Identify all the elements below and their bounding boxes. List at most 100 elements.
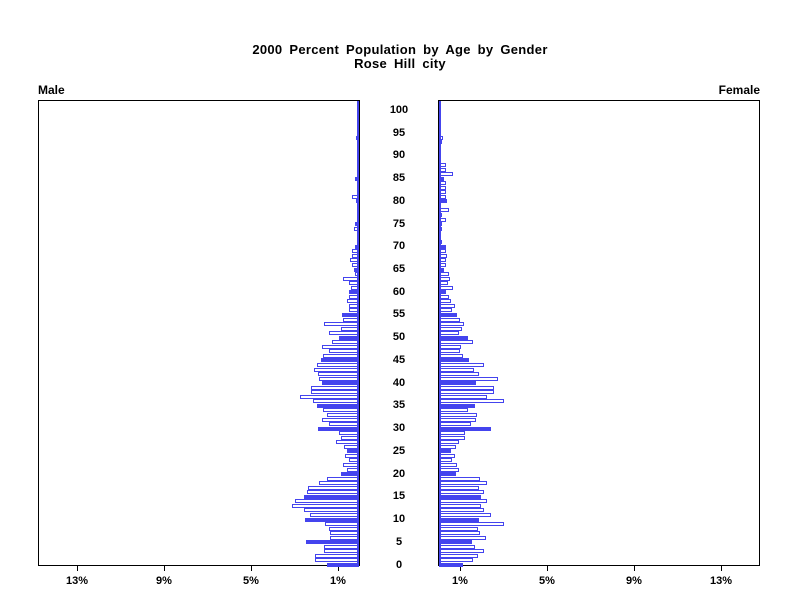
male-x-tick-13 (77, 566, 78, 571)
male-x-tick-1 (338, 566, 339, 571)
bar-male-age-43 (314, 367, 359, 372)
bar-female-age-34 (439, 408, 468, 413)
bar-female-age-46 (439, 353, 463, 358)
bar-female-age-61 (439, 285, 453, 290)
bar-female-age-3 (439, 549, 484, 554)
chart-subtitle: Rose Hill city (354, 56, 446, 71)
bar-female-age-24 (439, 453, 455, 458)
bar-female-age-54 (439, 317, 460, 322)
bar-female-age-1 (439, 558, 473, 563)
age-tick-label-55: 55 (392, 308, 406, 321)
bar-female-age-50 (439, 335, 468, 340)
male-x-tick-label-5: 5% (243, 575, 259, 587)
age-tick-label-65: 65 (392, 263, 406, 276)
bar-female-age-51 (439, 331, 459, 336)
bar-male-age-9 (325, 522, 359, 527)
bar-male-age-31 (329, 422, 359, 427)
bar-male-age-46 (323, 353, 359, 358)
bar-female-age-39 (439, 385, 494, 390)
female-x-tick-label-1: 1% (452, 575, 468, 587)
bar-male-age-50 (339, 335, 359, 340)
bar-male-age-15 (304, 494, 359, 499)
age-tick-label-85: 85 (392, 172, 406, 185)
bar-male-age-12 (304, 508, 359, 513)
age-tick-label-20: 20 (392, 467, 406, 480)
bar-female-age-37 (439, 394, 487, 399)
bar-female-age-7 (439, 531, 480, 536)
bar-male-age-6 (330, 535, 359, 540)
age-tick-label-0: 0 (395, 558, 403, 571)
bar-female-age-5 (439, 540, 472, 545)
bar-female-age-26 (439, 444, 456, 449)
bar-female-age-31 (439, 422, 471, 427)
bar-female-age-28 (439, 435, 465, 440)
bar-female-age-55 (439, 312, 457, 317)
bar-male-age-8 (329, 526, 359, 531)
bar-female-age-29 (439, 431, 465, 436)
age-tick-label-45: 45 (392, 353, 406, 366)
chart-title: 2000 Percent Population by Age by Gender (252, 42, 548, 57)
bar-female-age-52 (439, 326, 462, 331)
age-tick-label-50: 50 (392, 331, 406, 344)
bar-male-age-48 (322, 344, 359, 349)
age-tick-label-40: 40 (392, 376, 406, 389)
bar-female-age-15 (439, 494, 481, 499)
age-tick-label-60: 60 (392, 285, 406, 298)
bar-female-age-21 (439, 467, 459, 472)
male-plot-area (38, 100, 360, 567)
bar-female-age-20 (439, 472, 456, 477)
bar-female-age-2 (439, 553, 478, 558)
age-tick-label-30: 30 (392, 422, 406, 435)
bar-female-age-12 (439, 508, 484, 513)
bar-male-age-45 (321, 358, 359, 363)
bar-male-age-10 (305, 517, 359, 522)
bar-male-age-18 (319, 481, 359, 486)
bar-female-age-16 (439, 490, 484, 495)
male-x-tick-label-1: 1% (330, 575, 346, 587)
age-tick-label-25: 25 (392, 444, 406, 457)
bar-male-age-2 (315, 553, 359, 558)
male-x-tick-label-13: 13% (65, 575, 89, 587)
female-x-tick-label-13: 13% (709, 575, 733, 587)
bar-male-age-34 (323, 408, 359, 413)
bar-male-age-16 (307, 490, 359, 495)
bar-male-age-51 (329, 331, 359, 336)
bar-female-age-86 (439, 172, 453, 177)
bar-male-age-11 (310, 512, 359, 517)
bar-female-age-4 (439, 544, 475, 549)
bar-female-age-47 (439, 349, 460, 354)
bar-female-age-42 (439, 372, 479, 377)
bar-female-age-30 (439, 426, 491, 431)
bar-male-age-39 (311, 385, 359, 390)
bar-female-age-13 (439, 503, 481, 508)
male-zero-axis-line (357, 101, 359, 565)
bar-male-age-44 (317, 362, 359, 367)
age-tick-label-80: 80 (392, 194, 406, 207)
age-tick-label-15: 15 (392, 490, 406, 503)
bar-female-age-36 (439, 399, 504, 404)
bar-female-age-48 (439, 344, 461, 349)
bar-female-age-33 (439, 412, 477, 417)
bar-female-age-38 (439, 390, 494, 395)
bar-female-age-6 (439, 535, 486, 540)
bar-male-age-3 (324, 549, 359, 554)
bar-female-age-32 (439, 417, 476, 422)
female-side-label: Female (718, 83, 760, 97)
female-x-tick-label-9: 9% (626, 575, 642, 587)
bar-male-age-42 (318, 372, 359, 377)
female-plot-area (438, 100, 760, 567)
bar-female-age-10 (439, 517, 479, 522)
age-tick-label-100: 100 (389, 103, 409, 116)
bar-male-age-36 (313, 399, 359, 404)
male-side-label: Male (38, 83, 65, 97)
bar-female-age-8 (439, 526, 478, 531)
bar-female-age-27 (439, 440, 459, 445)
age-tick-label-10: 10 (392, 513, 406, 526)
bar-male-age-30 (318, 426, 359, 431)
age-tick-label-90: 90 (392, 149, 406, 162)
bar-male-age-5 (306, 540, 359, 545)
age-tick-label-70: 70 (392, 240, 406, 253)
bar-female-age-19 (439, 476, 480, 481)
female-x-tick-5 (547, 566, 548, 571)
